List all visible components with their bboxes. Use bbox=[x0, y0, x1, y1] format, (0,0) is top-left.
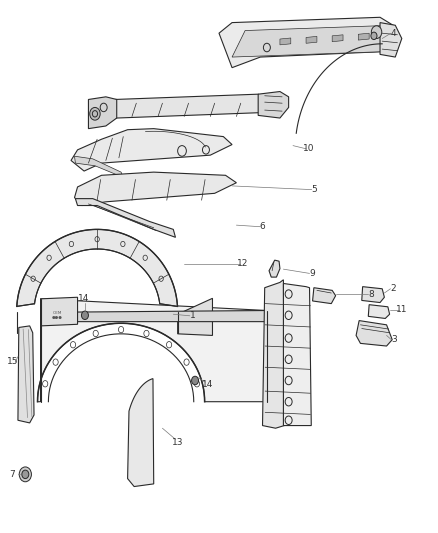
Polygon shape bbox=[368, 305, 390, 318]
Polygon shape bbox=[38, 299, 267, 402]
Text: 9: 9 bbox=[310, 269, 315, 278]
Polygon shape bbox=[380, 22, 402, 57]
Text: 10: 10 bbox=[303, 144, 314, 154]
Polygon shape bbox=[18, 326, 34, 423]
Polygon shape bbox=[74, 156, 123, 177]
Polygon shape bbox=[362, 287, 385, 303]
Text: 14: 14 bbox=[78, 294, 89, 303]
Polygon shape bbox=[313, 288, 336, 304]
Text: 12: 12 bbox=[237, 260, 249, 268]
Text: 6: 6 bbox=[260, 222, 265, 231]
Text: 5: 5 bbox=[311, 185, 317, 194]
Polygon shape bbox=[258, 92, 289, 118]
Text: 13: 13 bbox=[172, 438, 184, 447]
Polygon shape bbox=[178, 298, 212, 335]
Polygon shape bbox=[71, 128, 232, 171]
Text: 11: 11 bbox=[396, 305, 407, 314]
Text: 3: 3 bbox=[391, 335, 397, 344]
Polygon shape bbox=[99, 94, 271, 123]
Circle shape bbox=[90, 108, 100, 120]
Circle shape bbox=[371, 26, 382, 38]
Text: 2: 2 bbox=[390, 284, 396, 293]
Text: 8: 8 bbox=[368, 289, 374, 298]
Polygon shape bbox=[127, 378, 154, 487]
Polygon shape bbox=[17, 229, 177, 306]
Text: 4: 4 bbox=[390, 29, 396, 38]
Circle shape bbox=[81, 311, 88, 319]
Polygon shape bbox=[269, 260, 280, 277]
Text: 1: 1 bbox=[190, 311, 196, 320]
Polygon shape bbox=[262, 280, 284, 428]
Polygon shape bbox=[283, 284, 311, 425]
Circle shape bbox=[22, 470, 29, 479]
Text: OEM
●●●: OEM ●●● bbox=[52, 311, 63, 320]
Polygon shape bbox=[71, 311, 267, 321]
Polygon shape bbox=[332, 35, 343, 42]
Polygon shape bbox=[219, 17, 393, 68]
Polygon shape bbox=[41, 297, 78, 326]
Circle shape bbox=[19, 467, 32, 482]
Polygon shape bbox=[358, 33, 369, 40]
Circle shape bbox=[371, 32, 377, 39]
Text: 7: 7 bbox=[9, 470, 15, 479]
Polygon shape bbox=[232, 25, 393, 57]
Polygon shape bbox=[280, 38, 291, 45]
Polygon shape bbox=[74, 172, 237, 206]
Circle shape bbox=[191, 376, 198, 385]
Text: 14: 14 bbox=[201, 379, 213, 389]
Text: 15: 15 bbox=[7, 358, 18, 367]
Polygon shape bbox=[356, 320, 392, 346]
Polygon shape bbox=[88, 97, 117, 128]
Polygon shape bbox=[75, 199, 176, 237]
Polygon shape bbox=[306, 36, 317, 43]
